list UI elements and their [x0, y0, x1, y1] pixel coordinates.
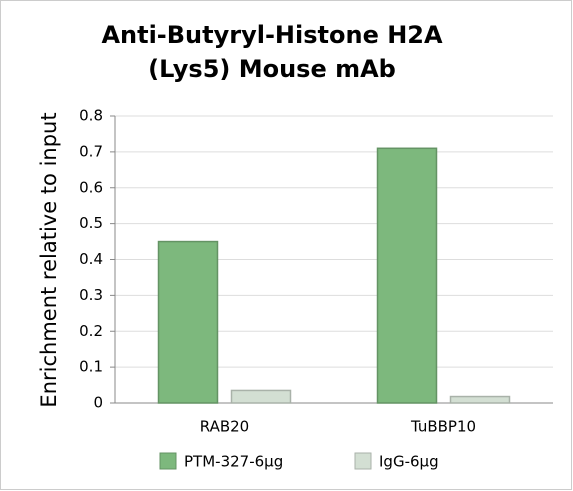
y-tick-label: 0.7: [79, 142, 103, 160]
legend-swatch: [159, 452, 177, 470]
y-tick-label: 0.8: [79, 107, 103, 125]
chart-title: (Lys5) Mouse mAb: [148, 55, 396, 83]
bar: [449, 395, 511, 404]
y-tick-label: 0.4: [79, 250, 103, 268]
bar: [157, 240, 219, 404]
x-tick-label: RAB20: [200, 418, 249, 436]
y-tick-label: 0.5: [79, 214, 103, 232]
y-tick-label: 0.3: [79, 286, 103, 304]
y-tick-label: 0: [93, 394, 103, 412]
y-tick-label: 0.6: [79, 178, 103, 196]
legend-swatch: [354, 452, 372, 470]
legend-label: IgG-6μg: [379, 453, 439, 471]
bar: [230, 389, 292, 404]
x-tick-label: TuBBP10: [410, 418, 476, 436]
legend-label: PTM-327-6μg: [184, 453, 283, 471]
bar: [376, 147, 438, 404]
y-tick-label: 0.1: [79, 358, 103, 376]
y-tick-label: 0.2: [79, 322, 103, 340]
y-axis-label: Enrichment relative to input: [37, 112, 61, 407]
chart-title: Anti-Butyryl-Histone H2A: [101, 21, 443, 49]
